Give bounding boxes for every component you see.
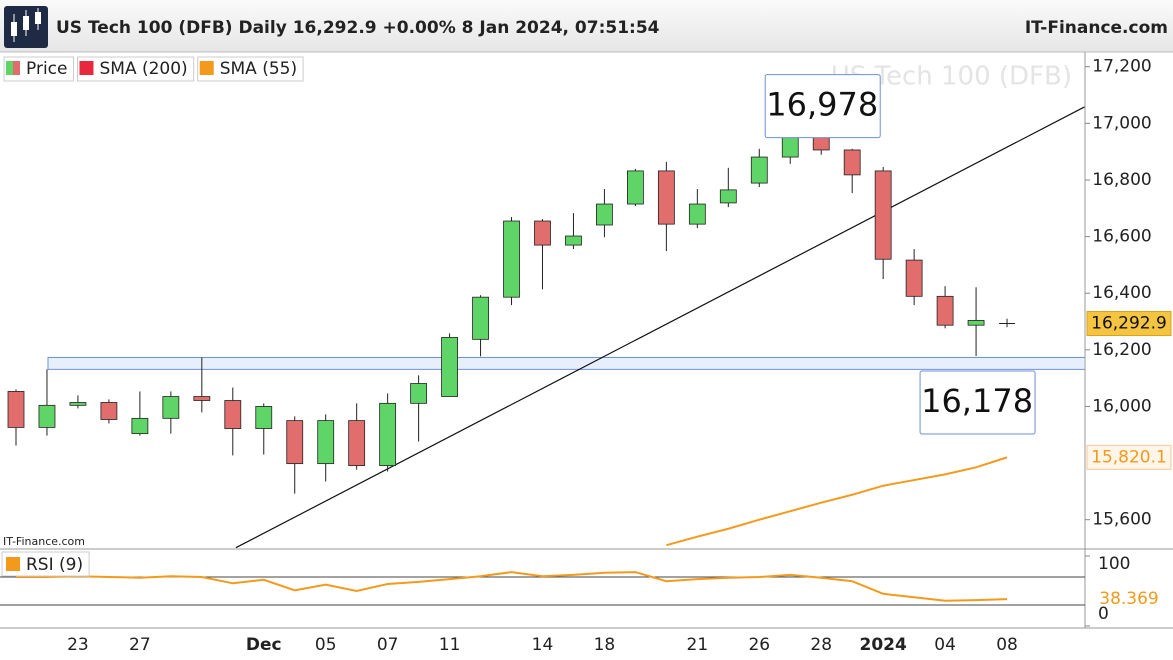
candle-body: [596, 203, 613, 226]
app-icon: [4, 6, 48, 48]
legend-item: Price: [3, 56, 74, 82]
legend-label: RSI (9): [26, 555, 83, 575]
legend-label: Price: [26, 59, 67, 79]
candle-body: [534, 220, 551, 246]
trendline: [235, 106, 1085, 548]
candle-body: [441, 336, 458, 397]
chart-title: US Tech 100 (DFB) Daily 16,292.9 +0.00% …: [56, 18, 660, 38]
candle-body: [379, 402, 397, 467]
legend-swatch: [13, 61, 20, 75]
candle-body: [565, 235, 582, 246]
rsi-line: [16, 571, 1008, 602]
candle-body: [255, 406, 273, 429]
candle-body: [503, 220, 520, 298]
x-tick-label: 07: [377, 635, 399, 655]
x-tick-label: 2024: [859, 635, 906, 655]
candle-body: [874, 170, 892, 260]
legend-item: SMA (200): [76, 56, 195, 82]
y-tick-label: 16,800: [1092, 170, 1151, 190]
y-tick-label: 15,600: [1092, 510, 1151, 530]
candle-body: [812, 136, 830, 151]
candle-body: [193, 396, 211, 401]
x-tick-label: 27: [129, 635, 151, 655]
legend-swatch: [199, 61, 214, 75]
legend-swatch: [79, 61, 94, 75]
candle-body: [286, 420, 304, 465]
y-tick-label: 17,200: [1092, 57, 1151, 77]
brand: IT-Finance.com: [1025, 18, 1168, 38]
candle-body: [410, 383, 428, 404]
candle-body: [131, 417, 149, 435]
candle-body: [750, 156, 768, 184]
annotation-label: 16,178: [921, 382, 1033, 420]
legend-item: SMA (55): [197, 56, 304, 82]
y-tick-label: 0: [1098, 604, 1109, 624]
last-value-label: 16,292.9: [1091, 314, 1167, 334]
last-value-label: 38.369: [1099, 589, 1158, 609]
price-plot: US Tech 100 (DFB): [7, 62, 1085, 548]
candle-body: [100, 402, 118, 420]
x-tick-label: 18: [594, 635, 616, 655]
candle-body: [905, 259, 923, 297]
x-tick-label: 04: [934, 635, 956, 655]
legend-swatch: [6, 557, 20, 571]
candle-body: [688, 203, 706, 225]
y-tick-label: 16,000: [1092, 396, 1151, 416]
legend-label: SMA (55): [220, 59, 297, 79]
candle-body: [7, 391, 25, 428]
y-tick-label: 17,000: [1092, 113, 1151, 133]
x-tick-label: 26: [748, 635, 770, 655]
candle-body: [317, 420, 335, 465]
last-value-box: [1086, 311, 1172, 337]
legend-label: SMA (200): [99, 59, 187, 79]
candle-body: [627, 170, 644, 205]
legend-box: [197, 56, 304, 82]
candle-body: [781, 135, 799, 158]
candle-body: [967, 319, 985, 326]
support-zone: [47, 356, 1085, 370]
x-tick-label: 08: [996, 635, 1018, 655]
x-tick-label: 11: [439, 635, 461, 655]
annotation-box: [919, 370, 1036, 435]
candle-body: [348, 420, 366, 467]
sma-line: [666, 456, 1008, 547]
y-tick-label: 16,200: [1092, 340, 1151, 360]
x-tick-label: 05: [315, 635, 337, 655]
y-tick-label: 100: [1098, 554, 1130, 574]
candle-body: [843, 149, 861, 176]
credit: IT-Finance.com: [3, 535, 85, 548]
legend-item: RSI (9): [1, 551, 90, 577]
header-bar: [0, 0, 1173, 52]
last-value-label: 15,820.1: [1091, 447, 1167, 467]
candle-body: [719, 189, 737, 204]
candle-body: [936, 295, 954, 326]
legend-swatch: [6, 61, 13, 75]
candle-body: [224, 400, 242, 429]
y-tick-label: 16,600: [1092, 227, 1151, 247]
annotation-label: 16,978: [766, 86, 878, 124]
x-tick-label: 14: [532, 635, 554, 655]
legend-box: [76, 56, 195, 82]
candle-body: [38, 404, 56, 428]
overlay: 15,600 16,000 16,200 16,400 16,600 16,800 17,0…: [1, 56, 1172, 655]
rsi-plot: [0, 571, 1085, 606]
x-tick-label: 21: [687, 635, 709, 655]
candle-body: [657, 170, 675, 225]
last-value-box: [1086, 444, 1172, 470]
candle-body: [69, 402, 87, 406]
annotation-box: [764, 74, 881, 139]
candle-body: [472, 296, 489, 340]
x-tick-label: 28: [810, 635, 832, 655]
x-tick-label: 23: [67, 635, 89, 655]
candle-body: [162, 396, 180, 419]
x-tick-label: Dec: [246, 635, 282, 655]
y-tick-label: 16,400: [1092, 283, 1151, 303]
